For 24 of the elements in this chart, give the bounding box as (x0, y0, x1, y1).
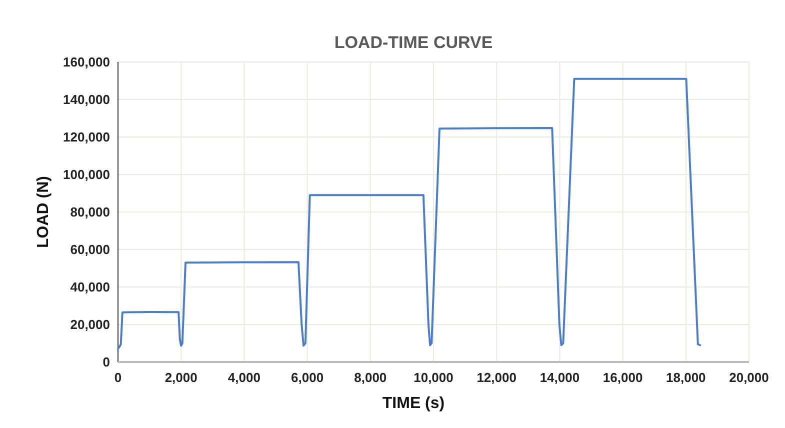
x-tick-label: 6,000 (291, 370, 324, 385)
x-tick-label: 8,000 (354, 370, 387, 385)
y-tick-label: 140,000 (63, 92, 110, 107)
x-tick-label: 10,000 (414, 370, 454, 385)
y-tick-label: 160,000 (63, 54, 110, 70)
y-tick-label: 60,000 (70, 242, 110, 257)
x-tick-label: 16,000 (602, 370, 643, 385)
y-tick-label: 120,000 (63, 130, 110, 144)
x-tick-label: 2,000 (164, 370, 198, 385)
y-axis-title: LOAD (N) (35, 176, 52, 248)
line-series (117, 78, 702, 350)
x-tick-label: 20,000 (729, 370, 769, 385)
y-tick-label: 40,000 (70, 280, 110, 294)
y-tick-label: 100,000 (63, 167, 110, 182)
y-tick-label: 0 (102, 354, 110, 370)
x-tick-label: 18,000 (666, 370, 706, 385)
y-tick-label: 20,000 (70, 317, 110, 332)
x-tick-label: 12,000 (476, 370, 516, 385)
x-tick-label: 4,000 (228, 370, 260, 385)
x-tick-label: 14,000 (540, 370, 580, 385)
chart-title: LOAD-TIME CURVE (334, 33, 493, 52)
y-tick-label: 80,000 (70, 204, 110, 220)
x-tick-label: 0 (114, 370, 122, 385)
x-axis-title: TIME (s) (382, 395, 445, 412)
